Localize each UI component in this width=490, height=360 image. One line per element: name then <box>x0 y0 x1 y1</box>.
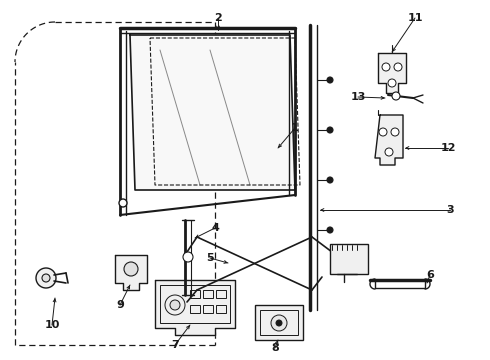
Circle shape <box>170 300 180 310</box>
Text: 12: 12 <box>440 143 456 153</box>
Circle shape <box>119 199 127 207</box>
Circle shape <box>124 262 138 276</box>
Circle shape <box>183 252 193 262</box>
Text: 7: 7 <box>171 340 179 350</box>
Polygon shape <box>375 115 403 165</box>
Bar <box>255 305 303 340</box>
Text: 5: 5 <box>206 253 214 263</box>
Circle shape <box>385 148 393 156</box>
Bar <box>216 290 226 298</box>
Bar <box>260 310 298 335</box>
Polygon shape <box>130 35 295 190</box>
Bar <box>216 305 226 313</box>
Circle shape <box>392 92 400 100</box>
Circle shape <box>394 63 402 71</box>
Circle shape <box>36 268 56 288</box>
Text: 4: 4 <box>211 223 219 233</box>
Circle shape <box>388 79 396 87</box>
Text: 11: 11 <box>407 13 423 23</box>
Text: 1: 1 <box>291 123 299 133</box>
Circle shape <box>379 128 387 136</box>
Text: 9: 9 <box>116 300 124 310</box>
Text: 13: 13 <box>350 92 366 102</box>
Circle shape <box>327 77 333 83</box>
Circle shape <box>276 320 282 326</box>
Bar <box>203 290 213 298</box>
Circle shape <box>327 227 333 233</box>
Bar <box>330 244 368 274</box>
Circle shape <box>42 274 50 282</box>
Circle shape <box>271 315 287 331</box>
Polygon shape <box>155 280 235 335</box>
Bar <box>190 290 200 298</box>
Text: 8: 8 <box>271 343 279 353</box>
Text: 6: 6 <box>426 270 434 280</box>
Bar <box>190 305 200 313</box>
Bar <box>203 305 213 313</box>
Circle shape <box>327 127 333 133</box>
Bar <box>160 285 230 323</box>
Circle shape <box>391 128 399 136</box>
Text: 2: 2 <box>214 13 222 23</box>
Circle shape <box>382 63 390 71</box>
Circle shape <box>327 177 333 183</box>
Polygon shape <box>115 255 147 290</box>
Text: 10: 10 <box>44 320 60 330</box>
Polygon shape <box>378 53 406 93</box>
Text: 3: 3 <box>446 205 454 215</box>
